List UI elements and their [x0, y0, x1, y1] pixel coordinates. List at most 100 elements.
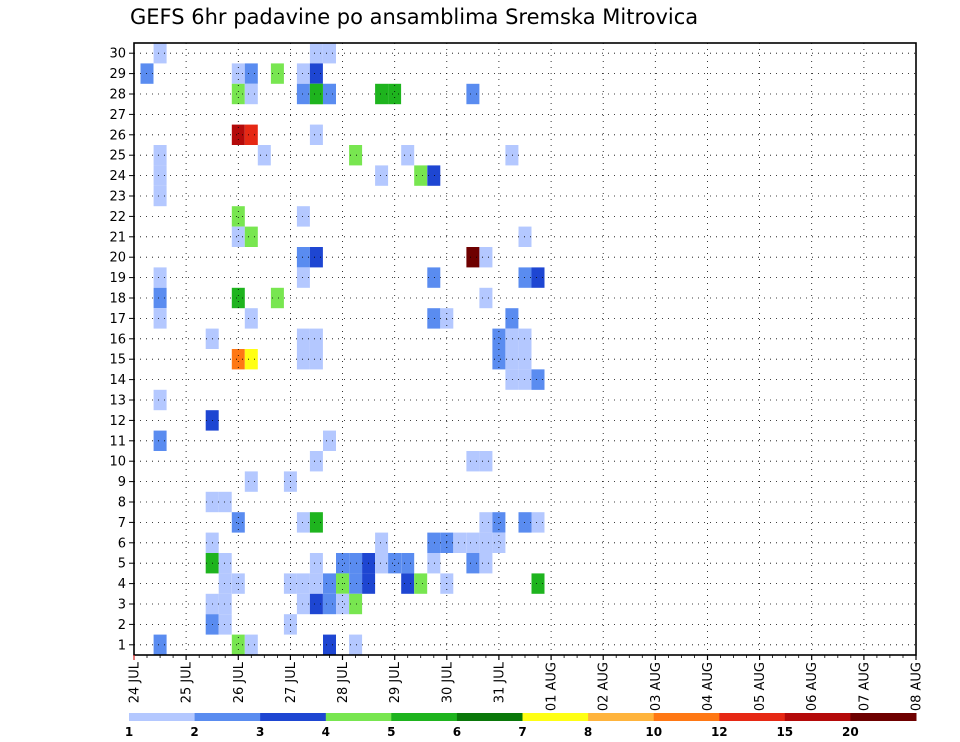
heatmap-cell	[296, 83, 310, 105]
y-tick-label: 12	[109, 414, 126, 429]
heatmap-cell	[153, 634, 167, 655]
heatmap-cell	[531, 369, 545, 390]
x-tick-label: 30 JUL	[440, 661, 455, 703]
heatmap-cell	[427, 267, 441, 288]
heatmap-cell	[505, 328, 519, 349]
heatmap-cell	[296, 512, 310, 533]
heatmap-cell	[323, 83, 336, 105]
heatmap-cell	[336, 553, 349, 574]
y-tick-label: 8	[118, 496, 126, 511]
heatmap-cell	[309, 349, 323, 370]
legend-swatch	[850, 713, 917, 721]
heatmap-cell	[323, 43, 336, 64]
heatmap-cell	[309, 593, 323, 615]
heatmap-cell	[244, 308, 258, 329]
heatmap-cell	[388, 553, 402, 574]
heatmap-cell	[153, 165, 167, 186]
heatmap-cell	[244, 226, 258, 247]
heatmap-cell	[479, 451, 493, 472]
heatmap-cell	[427, 532, 441, 553]
heatmap-cells	[140, 43, 545, 655]
y-tick-label: 16	[109, 332, 126, 347]
y-tick-label: 7	[118, 516, 126, 531]
heatmap-cell	[375, 553, 389, 574]
heatmap-cell	[218, 614, 232, 635]
heatmap-cell	[323, 573, 336, 594]
legend-swatch	[129, 713, 196, 721]
x-tick-label: 28 JUL	[336, 661, 351, 703]
heatmap-cell	[427, 165, 441, 186]
color-legend: 1 2 3 4 5 6 7 8 10 12 15 20	[125, 713, 917, 739]
y-tick-label: 18	[109, 292, 126, 307]
heatmap-cell	[479, 512, 493, 533]
legend-label: 8	[584, 725, 592, 739]
x-tick-label: 25 JUL	[180, 661, 195, 703]
legend-label: 10	[645, 725, 662, 739]
heatmap-cell	[531, 573, 545, 594]
heatmap-cell	[153, 185, 167, 207]
heatmap-cell	[375, 532, 389, 553]
heatmap-cell	[505, 349, 519, 370]
y-tick-label: 4	[118, 577, 126, 592]
heatmap-cell	[466, 451, 480, 472]
legend-swatch	[391, 713, 458, 721]
legend-label: 7	[518, 725, 526, 739]
heatmap-cell	[531, 267, 545, 288]
y-tick-label: 13	[109, 394, 126, 409]
legend-label: 20	[842, 725, 859, 739]
heatmap-cell	[349, 593, 363, 615]
heatmap-cell	[375, 83, 389, 105]
legend-swatch	[784, 713, 851, 721]
y-tick-label: 17	[109, 312, 126, 327]
legend-swatch	[653, 713, 720, 721]
heatmap-cell	[479, 553, 493, 574]
heatmap-cell	[309, 573, 323, 594]
heatmap-cell	[153, 43, 167, 64]
x-tick-label: 24 JUL	[128, 661, 143, 703]
heatmap-cell	[309, 63, 323, 84]
heatmap-cell	[309, 124, 323, 145]
heatmap-cell	[388, 83, 402, 105]
heatmap-cell	[296, 349, 310, 370]
heatmap-cell	[231, 512, 245, 533]
y-tick-label: 9	[118, 475, 126, 490]
heatmap-cell	[244, 124, 258, 145]
heatmap-cell	[309, 43, 323, 64]
heatmap-cell	[336, 593, 349, 615]
heatmap-cell	[309, 553, 323, 574]
y-tick-label: 28	[109, 88, 126, 103]
legend-label: 3	[256, 725, 264, 739]
legend-swatch	[522, 713, 589, 721]
legend-swatch	[325, 713, 392, 721]
heatmap-cell	[296, 593, 310, 615]
heatmap-cell	[309, 247, 323, 268]
heatmap-cell	[414, 573, 428, 594]
heatmap-cell	[323, 430, 336, 451]
x-tick-label: 06 AUG	[805, 662, 820, 711]
y-tick-label: 11	[109, 434, 126, 449]
x-tick-label: 07 AUG	[857, 662, 872, 711]
legend-swatch	[456, 713, 523, 721]
heatmap-cell	[153, 430, 167, 451]
y-tick-label: 26	[109, 128, 126, 143]
heatmap-cell	[479, 247, 493, 268]
x-tick-label: 02 AUG	[597, 662, 612, 711]
heatmap-cell	[153, 267, 167, 288]
y-tick-label: 21	[109, 230, 126, 245]
heatmap-cell	[218, 593, 232, 615]
heatmap-cell	[296, 206, 310, 227]
heatmap-cell	[231, 287, 245, 309]
y-tick-label: 24	[109, 169, 126, 184]
y-tick-label: 25	[109, 149, 126, 164]
heatmap-cell	[479, 287, 493, 309]
legend-swatch	[260, 713, 327, 721]
heatmap-cell	[296, 247, 310, 268]
grid-lines	[134, 43, 917, 655]
heatmap-cell	[492, 512, 506, 533]
heatmap-cell	[375, 165, 389, 186]
y-tick-label: 1	[118, 638, 126, 653]
legend-swatch	[719, 713, 786, 721]
heatmap-cell	[505, 145, 519, 166]
heatmap-cell	[244, 83, 258, 105]
